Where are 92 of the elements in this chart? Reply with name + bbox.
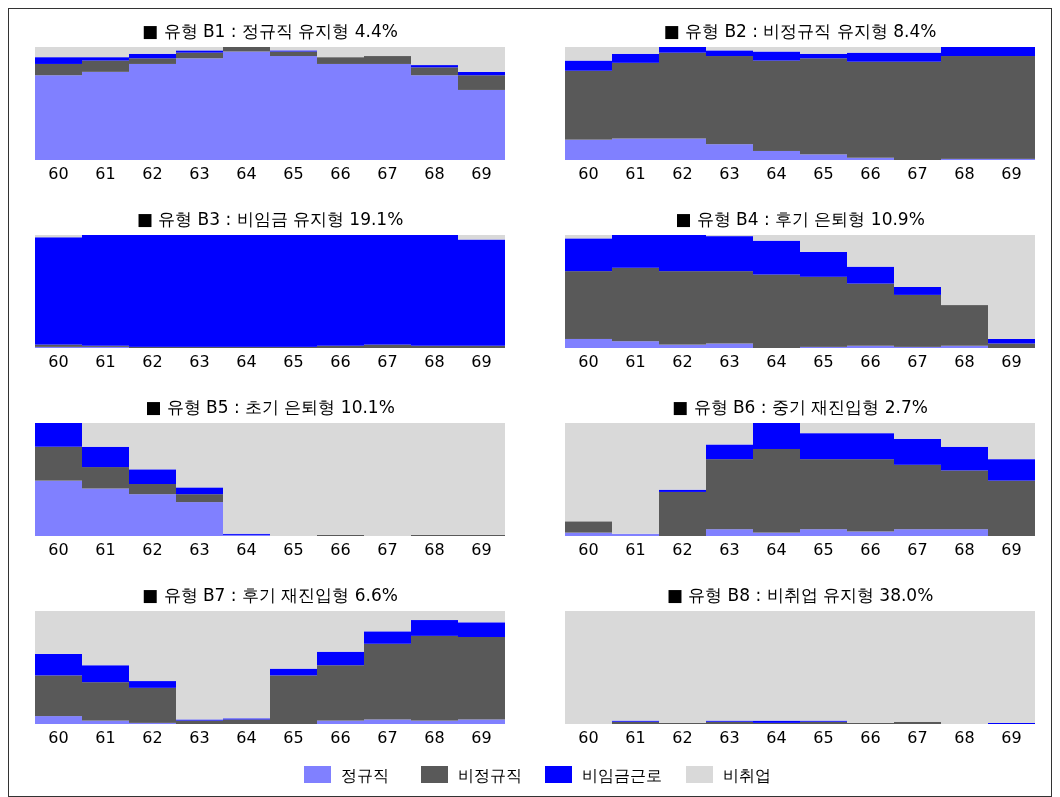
x-tick-label: 69 [1001,540,1022,559]
x-tick-label: 68 [954,352,975,371]
chart-title: ■ 유형 B6 : 중기 재진입형 2.7% [672,397,928,417]
chart-title: ■ 유형 B2 : 비정규직 유지형 8.4% [663,21,937,41]
x-tick-label: 61 [625,728,646,747]
x-tick-label: 68 [954,728,975,747]
x-tick-label: 67 [907,164,928,183]
x-tick-label: 67 [377,540,398,559]
x-tick-label: 66 [860,352,881,371]
x-tick-label: 69 [471,540,492,559]
x-tick-label: 64 [236,728,257,747]
x-tick-label: 64 [236,540,257,559]
x-tick-label: 63 [719,164,740,183]
x-tick-label: 68 [954,540,975,559]
x-tick-label: 65 [283,540,304,559]
chart-title: ■ 유형 B7 : 후기 재진입형 6.6% [142,585,398,605]
x-tick-label: 63 [189,164,210,183]
x-tick-label: 67 [907,728,928,747]
x-tick-label: 62 [672,164,693,183]
x-tick-label: 64 [766,352,787,371]
x-tick-label: 63 [189,540,210,559]
x-tick-label: 60 [48,540,69,559]
x-tick-label: 60 [578,352,599,371]
chart-title: ■ 유형 B1 : 정규직 유지형 4.4% [142,21,398,41]
x-tick-label: 69 [1001,728,1022,747]
x-tick-label: 61 [95,540,116,559]
x-tick-label: 67 [377,352,398,371]
x-tick-label: 62 [142,352,163,371]
x-tick-label: 62 [672,540,693,559]
x-tick-label: 61 [625,540,646,559]
legend-label: 비취업 [723,766,771,785]
chart-title: ■ 유형 B8 : 비취업 유지형 38.0% [666,585,934,605]
x-tick-label: 60 [578,164,599,183]
x-tick-label: 65 [283,164,304,183]
x-tick-label: 60 [48,164,69,183]
x-tick-label: 63 [719,728,740,747]
chart-title: ■ 유형 B3 : 비임금 유지형 19.1% [136,209,404,229]
x-tick-label: 62 [672,728,693,747]
x-tick-label: 67 [907,352,928,371]
x-tick-label: 64 [766,164,787,183]
x-tick-label: 61 [95,728,116,747]
x-tick-label: 61 [95,164,116,183]
x-tick-label: 69 [1001,352,1022,371]
legend-label: 정규직 [341,766,389,785]
x-tick-label: 68 [424,540,445,559]
x-tick-label: 63 [719,352,740,371]
x-tick-label: 67 [377,728,398,747]
x-tick-label: 66 [860,164,881,183]
x-tick-label: 66 [330,352,351,371]
x-tick-label: 63 [719,540,740,559]
x-tick-label: 65 [813,164,834,183]
x-tick-label: 68 [424,164,445,183]
x-tick-label: 69 [471,728,492,747]
x-tick-label: 62 [142,540,163,559]
x-tick-label: 61 [625,164,646,183]
x-tick-label: 60 [578,728,599,747]
x-tick-label: 69 [1001,164,1022,183]
x-tick-label: 60 [48,728,69,747]
chart-title: ■ 유형 B5 : 초기 은퇴형 10.1% [145,397,395,417]
legend-label: 비임금근로 [582,766,662,785]
x-tick-label: 63 [189,352,210,371]
x-tick-label: 60 [578,540,599,559]
x-tick-label: 64 [766,728,787,747]
x-tick-label: 66 [330,164,351,183]
x-tick-label: 65 [813,540,834,559]
x-tick-label: 65 [283,352,304,371]
x-tick-label: 64 [236,164,257,183]
x-tick-label: 64 [766,540,787,559]
x-tick-label: 62 [142,164,163,183]
x-tick-label: 68 [424,352,445,371]
x-tick-label: 68 [954,164,975,183]
legend-label: 비정규직 [458,766,522,785]
x-tick-label: 69 [471,164,492,183]
x-tick-label: 65 [813,352,834,371]
chart-title: ■ 유형 B4 : 후기 은퇴형 10.9% [675,209,925,229]
x-tick-label: 61 [95,352,116,371]
x-tick-label: 63 [189,728,210,747]
x-tick-label: 62 [672,352,693,371]
x-tick-label: 67 [907,540,928,559]
x-tick-label: 64 [236,352,257,371]
x-tick-label: 69 [471,352,492,371]
x-tick-label: 66 [860,728,881,747]
x-tick-label: 66 [860,540,881,559]
x-tick-label: 65 [283,728,304,747]
x-tick-label: 66 [330,540,351,559]
x-tick-label: 60 [48,352,69,371]
x-tick-label: 62 [142,728,163,747]
x-tick-label: 67 [377,164,398,183]
x-tick-label: 66 [330,728,351,747]
x-tick-label: 68 [424,728,445,747]
x-tick-label: 65 [813,728,834,747]
x-tick-label: 61 [625,352,646,371]
